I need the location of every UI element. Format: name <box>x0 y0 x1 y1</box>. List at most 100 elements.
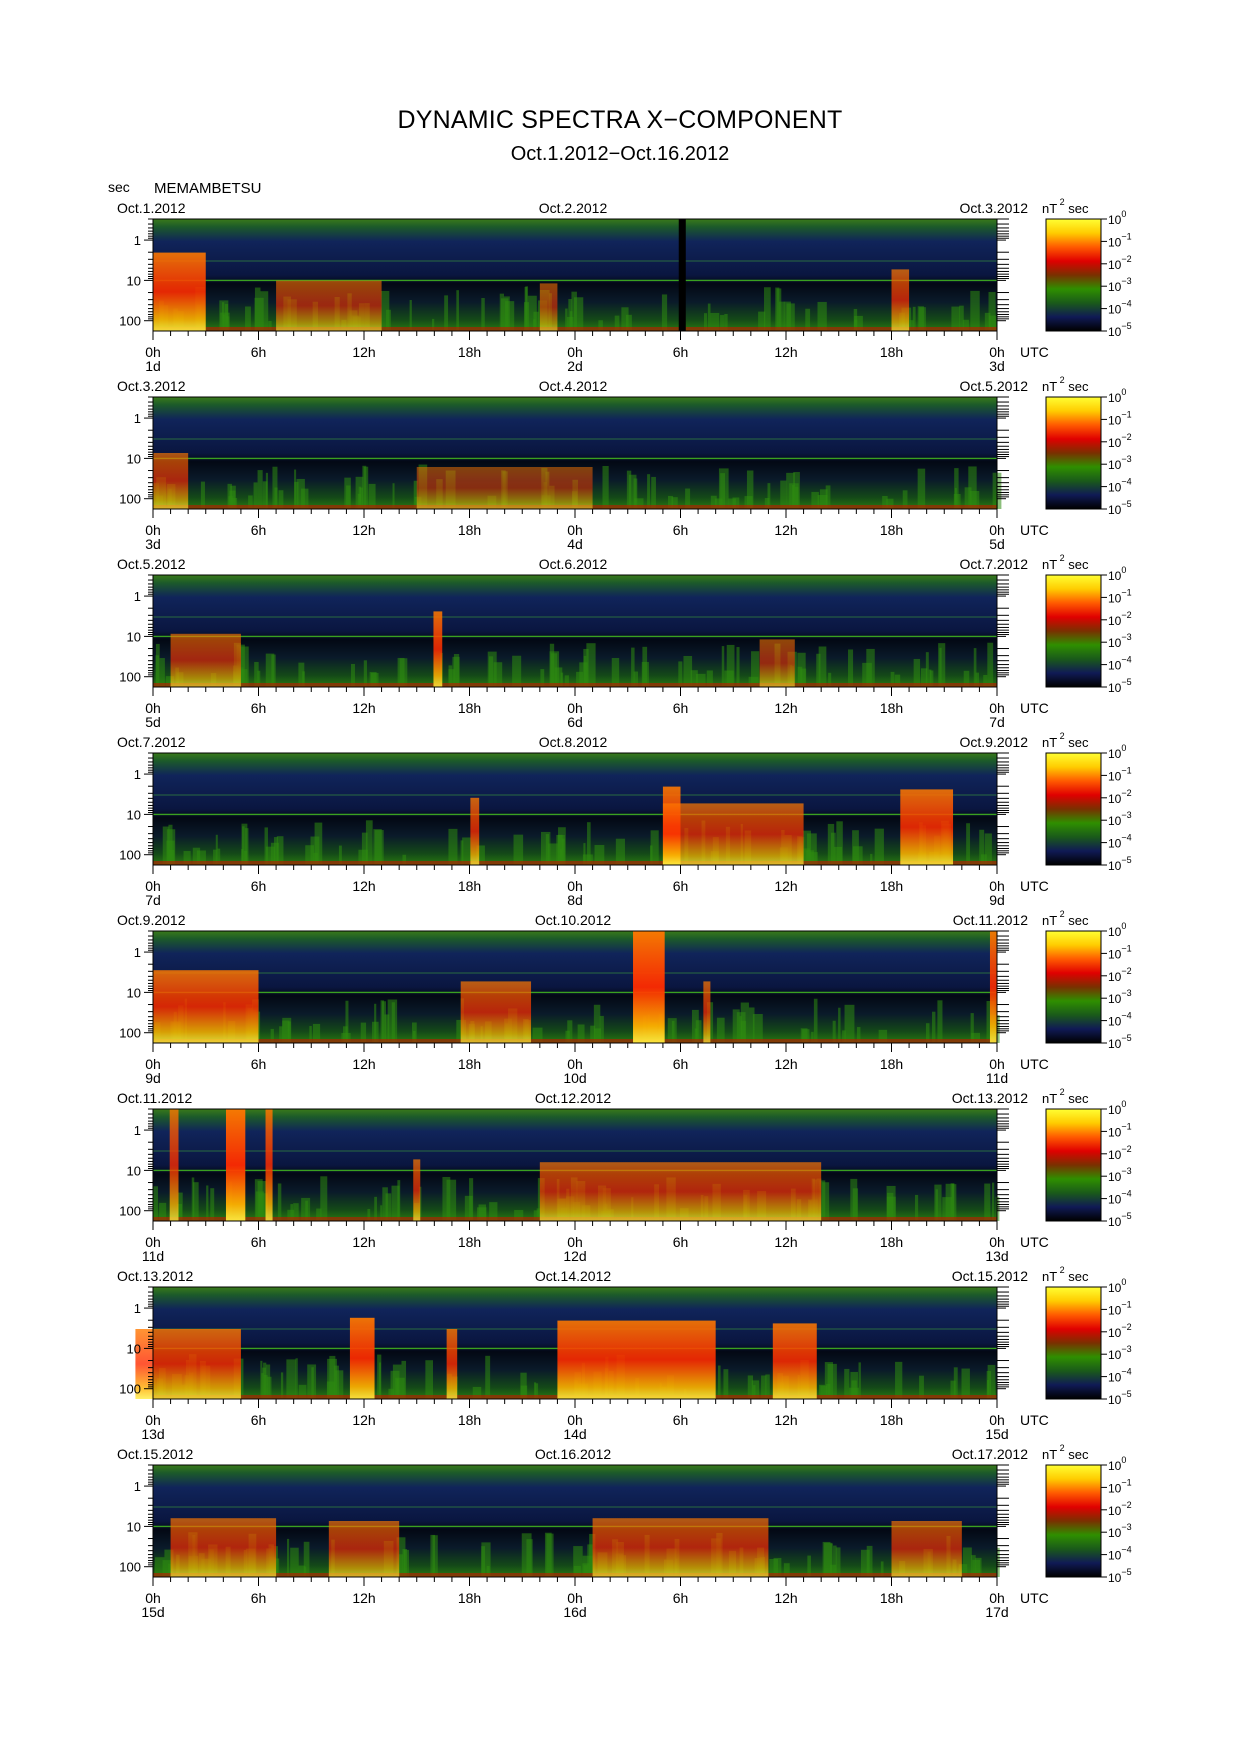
activity-texture <box>280 1372 284 1399</box>
activity-texture <box>258 1193 268 1221</box>
activity-texture <box>273 837 278 865</box>
spectral-burst <box>539 283 558 331</box>
activity-texture <box>802 830 811 865</box>
activity-texture <box>856 1027 861 1043</box>
activity-texture <box>320 1176 328 1221</box>
y-tick-label: 100 <box>119 314 141 329</box>
activity-texture <box>778 301 785 331</box>
panel-end-date: Oct.5.2012 <box>960 378 1029 394</box>
activity-texture <box>951 1184 957 1221</box>
activity-texture <box>984 1183 991 1221</box>
activity-texture <box>513 834 524 865</box>
spectra-panel-1: Oct.1.2012 Oct.2.2012 Oct.3.2012 1 10 100 0h 6h… <box>117 197 1132 374</box>
spectral-burst <box>225 1109 246 1221</box>
activity-texture <box>476 845 485 865</box>
day-label: 11d <box>142 1248 164 1264</box>
chart-subtitle: Oct.1.2012−Oct.16.2012 <box>510 143 730 165</box>
day-label: 14d <box>563 1426 586 1442</box>
activity-texture <box>983 674 988 687</box>
activity-texture <box>802 1029 810 1043</box>
colorbar-tick-label: 10−1 <box>1108 1299 1132 1317</box>
spectrogram-background <box>153 931 997 1043</box>
x-tick-label: 18h <box>880 1234 903 1250</box>
colorbar <box>1045 752 1102 866</box>
spectral-burst <box>446 1329 458 1399</box>
activity-texture <box>444 295 449 331</box>
activity-texture <box>953 1367 958 1399</box>
activity-texture <box>282 1020 290 1043</box>
activity-texture <box>312 1023 321 1043</box>
activity-texture <box>374 1003 377 1043</box>
activity-texture <box>293 1203 299 1221</box>
activity-texture <box>583 843 586 865</box>
activity-texture <box>268 320 272 331</box>
activity-texture <box>446 1179 457 1221</box>
panel-end-date: Oct.9.2012 <box>960 734 1029 750</box>
activity-texture <box>206 1185 209 1221</box>
x-tick-label: 12h <box>352 878 375 894</box>
activity-texture <box>824 1542 833 1577</box>
colorbar-tick-label: 10−2 <box>1108 254 1132 272</box>
panel-end-date: Oct.17.2012 <box>952 1446 1028 1462</box>
panel-mid-date: Oct.10.2012 <box>535 912 611 928</box>
activity-texture <box>732 497 740 509</box>
activity-texture <box>748 1007 755 1043</box>
colorbar-unit: nT 2 sec <box>1042 1443 1089 1462</box>
activity-texture <box>274 487 278 509</box>
x-tick-label: 0h <box>567 1056 583 1072</box>
y-tick-label: 10 <box>127 1163 141 1178</box>
activity-texture <box>384 1014 390 1043</box>
activity-texture <box>554 667 563 687</box>
activity-texture <box>651 476 656 509</box>
activity-texture <box>683 655 693 687</box>
colorbar-tick-label: 10−4 <box>1108 477 1132 495</box>
panel-mid-date: Oct.14.2012 <box>535 1268 611 1284</box>
activity-texture <box>914 1194 919 1221</box>
spectra-panel-4: Oct.7.2012 Oct.8.2012 Oct.9.2012 1 10 100 0h 6h… <box>117 731 1132 908</box>
activity-texture <box>844 1004 855 1043</box>
colorbar-tick-label: 10−3 <box>1108 632 1132 650</box>
spectra-panel-2: Oct.3.2012 Oct.4.2012 Oct.5.2012 1 10 100 0h 6h… <box>117 375 1132 552</box>
spectral-burst <box>433 611 443 687</box>
activity-texture <box>166 829 176 865</box>
activity-texture <box>966 823 971 865</box>
activity-texture <box>462 837 471 865</box>
activity-texture <box>602 465 609 509</box>
y-tick-label: 10 <box>127 451 141 466</box>
x-tick-label: 0h <box>567 1412 583 1428</box>
activity-texture <box>783 1563 790 1577</box>
activity-texture <box>685 488 691 509</box>
activity-texture <box>241 823 248 865</box>
colorbar-tick-label: 10−2 <box>1108 788 1132 806</box>
colorbar-tick-label: 10−1 <box>1108 409 1132 427</box>
activity-texture <box>866 1545 873 1577</box>
activity-texture <box>290 1547 299 1577</box>
day-label: 2d <box>567 358 583 374</box>
activity-texture <box>568 299 573 331</box>
panel-mid-date: Oct.4.2012 <box>539 378 608 394</box>
activity-texture <box>365 820 373 865</box>
activity-texture <box>747 1375 754 1399</box>
activity-texture <box>254 297 264 331</box>
activity-texture <box>650 830 659 865</box>
activity-texture <box>409 299 412 331</box>
activity-texture <box>825 485 831 509</box>
y-tick-label: 1 <box>134 233 141 248</box>
activity-texture <box>832 1020 836 1043</box>
activity-texture <box>305 845 314 865</box>
colorbar-tick-label: 10−3 <box>1108 1344 1132 1362</box>
activity-texture <box>961 1368 970 1399</box>
activity-texture <box>327 1358 337 1399</box>
activity-texture <box>264 827 268 865</box>
activity-texture <box>975 1557 982 1577</box>
activity-texture <box>842 1030 846 1043</box>
y-tick-label: 1 <box>134 767 141 782</box>
activity-texture <box>345 1000 349 1043</box>
activity-texture <box>413 1030 416 1043</box>
activity-texture <box>579 662 588 687</box>
day-label: 15d <box>985 1426 1008 1442</box>
activity-texture <box>958 1564 968 1577</box>
long-period-strip <box>153 1573 997 1577</box>
activity-texture <box>732 1009 740 1043</box>
activity-texture <box>278 490 284 509</box>
